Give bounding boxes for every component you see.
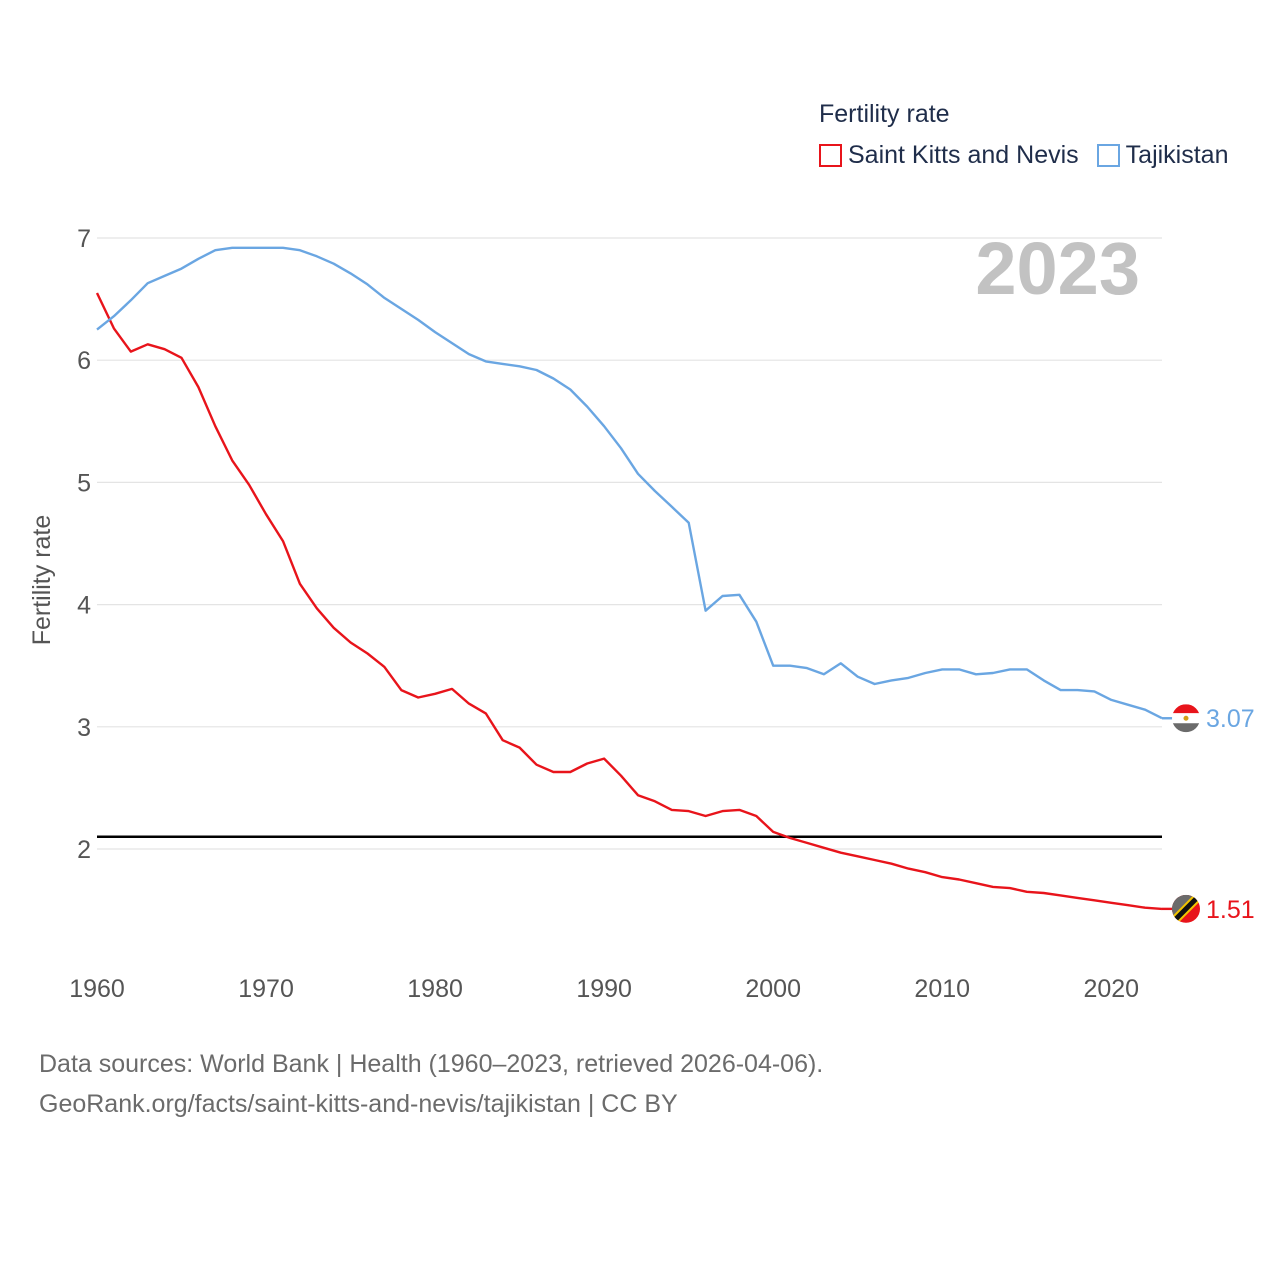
series-line-saint-kitts-and-nevis [95, 292, 1163, 911]
y-tick-label: 3 [77, 714, 91, 742]
y-tick-label: 7 [77, 225, 91, 253]
x-axis-ticks: 1960 1970 1980 1990 2000 2010 2020 [69, 975, 1139, 1003]
year-stamp: 2023 [975, 227, 1140, 310]
x-tick-label: 1960 [69, 975, 125, 1003]
legend-swatch-saint-kitts [819, 144, 842, 167]
series-line-tajikistan [96, 246, 1163, 720]
y-tick-label: 4 [77, 592, 91, 620]
x-tick-label: 1970 [238, 975, 294, 1003]
y-tick-label: 6 [77, 347, 91, 375]
flag-icon-tajikistan [1172, 704, 1200, 733]
end-value-label-tajikistan: 3.07 [1206, 705, 1255, 733]
legend-label-saint-kitts: Saint Kitts and Nevis [848, 141, 1079, 169]
legend-title: Fertility rate [819, 100, 950, 128]
legend: Fertility rate Saint Kitts and Nevis Taj… [819, 100, 1229, 170]
source-line-2[interactable]: GeoRank.org/facts/saint-kitts-and-nevis/… [39, 1090, 678, 1118]
legend-swatch-tajikistan [1096, 144, 1120, 167]
x-tick-label: 1980 [407, 975, 463, 1003]
x-tick-label: 1990 [576, 975, 632, 1003]
gridlines [97, 237, 1162, 850]
legend-item-tajikistan[interactable]: Tajikistan [1096, 141, 1229, 170]
y-axis-ticks: 2 3 4 5 6 7 [77, 225, 91, 864]
x-tick-label: 2010 [914, 975, 970, 1003]
y-tick-label: 5 [77, 469, 91, 497]
end-labels: 1.51 3.07 [1162, 704, 1255, 924]
y-tick-label: 2 [77, 836, 91, 864]
source-line-1: Data sources: World Bank | Health (1960–… [39, 1050, 824, 1078]
legend-item-saint-kitts-and-nevis[interactable]: Saint Kitts and Nevis [819, 141, 1079, 170]
x-tick-label: 2020 [1083, 975, 1139, 1003]
series-lines [95, 246, 1163, 911]
source-note: Data sources: World Bank | Health (1960–… [39, 1044, 823, 1124]
x-tick-label: 2000 [745, 975, 801, 1003]
flag-icon-saint-kitts-and-nevis [1172, 894, 1200, 923]
legend-label-tajikistan: Tajikistan [1125, 141, 1229, 169]
end-value-label-saint-kitts-and-nevis: 1.51 [1206, 896, 1255, 924]
y-axis-title: Fertility rate [28, 515, 56, 646]
